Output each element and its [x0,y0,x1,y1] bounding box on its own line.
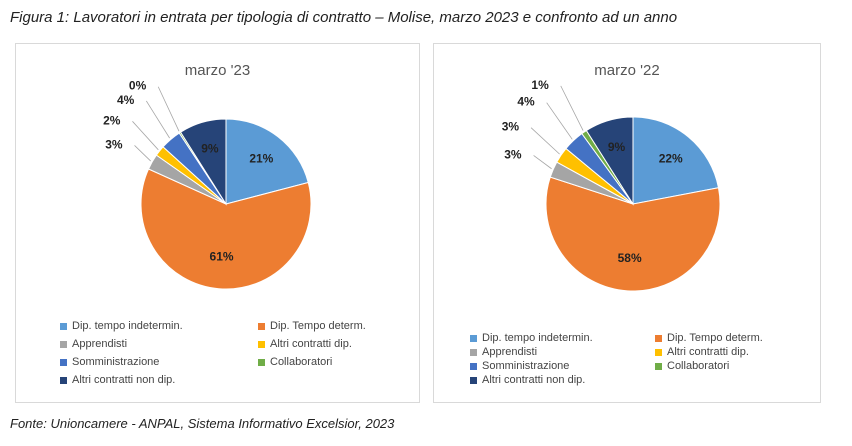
legend-label: Dip. Tempo determ. [667,332,763,344]
legend-label: Dip. Tempo determ. [270,320,366,332]
data-label-altri-contratti-dip: 3% [502,120,520,134]
data-label-dip-tempo-determ: 61% [210,250,234,264]
data-label-somministrazione: 4% [517,95,535,109]
legend-item-apprendisti: Apprendisti [470,346,537,358]
legend-label: Altri contratti non dip. [482,374,586,386]
legend-swatch [258,340,265,348]
figure-title: Figura 1: Lavoratori in entrata per tipo… [10,9,678,26]
legend-label: Collaboratori [667,360,730,372]
pie-slice-altri-contratti-non-dip [179,118,227,206]
leader-line-altri-contratti-dip [132,121,159,151]
legend-item-altri-contratti-dip: Altri contratti dip. [655,346,749,358]
leader-line-apprendisti [134,145,151,162]
leader-line-altri-contratti-dip [530,127,560,155]
legend-swatch [60,358,67,366]
leader-line-apprendisti [533,155,552,170]
data-label-dip-tempo-determ: 58% [618,251,642,265]
data-label-altri-contratti-non-dip: 9% [201,141,219,155]
chart-legend: Dip. tempo indetermin. Dip. Tempo determ.… [470,332,810,396]
legend-swatch [258,322,265,330]
data-label-altri-contratti-dip: 2% [103,113,121,127]
chart-panel-marzo-23: marzo '23 21% 61% 3% 2% 4% 0% 9% Dip. tempo in… [15,43,420,403]
legend-swatch [470,362,477,370]
legend-swatch [470,348,477,356]
legend-swatch [470,334,477,342]
pie-slice-dip-tempo-determ [140,168,312,290]
chart-panel-marzo-22: marzo '22 22% 58% 3% 3% 4% 1% 9% Dip. tempo in… [433,43,821,403]
pie-slice-dip-tempo-determ [545,176,721,292]
chart-legend: Dip. tempo indetermin. Dip. Tempo determ.… [60,320,400,392]
legend-item-dip-tempo-indetermin: Dip. tempo indetermin. [470,332,593,344]
pie-slice-altri-contratti-non-dip [585,116,634,206]
data-label-collaboratori: 0% [129,79,147,93]
legend-label: Somministrazione [482,360,570,372]
leader-line-somministrazione [145,100,170,139]
figure-source: Fonte: Unioncamere - ANPAL, Sistema Info… [10,416,395,431]
legend-label: Altri contratti dip. [667,346,749,358]
pie-chart-marzo-23: 21% 61% 3% 2% 4%0% 9% [103,79,312,290]
chart-title: marzo '23 [184,62,251,79]
data-label-apprendisti: 3% [105,137,123,151]
legend-swatch [258,358,265,366]
legend-item-collaboratori: Collaboratori [655,360,729,372]
pie-chart-marzo-22: 22% 58% 3% 3% 4% 1% 9% [502,78,721,292]
legend-label: Dip. tempo indetermin. [482,332,593,344]
legend-item-altri-contratti-dip: Altri contratti dip. [258,338,352,350]
chart-title: marzo '22 [594,62,660,79]
data-label-apprendisti: 3% [504,147,522,161]
legend-item-somministrazione: Somministrazione [60,356,159,368]
legend-item-dip-tempo-determ: Dip. Tempo determ. [655,332,763,344]
legend-label: Apprendisti [72,338,128,350]
legend-swatch [470,376,477,384]
data-label-collaboratori: 1% [531,78,549,92]
leader-line-collaboratori [157,86,180,132]
legend-item-altri-contratti-non-dip: Altri contratti non dip. [60,374,175,386]
legend-label: Collaboratori [270,356,333,368]
legend-item-dip-tempo-indetermin: Dip. tempo indetermin. [60,320,183,332]
legend-label: Altri contratti non dip. [72,374,176,386]
pie-slice-dip-tempo-indetermin [632,116,720,205]
data-label-dip-tempo-indetermin: 21% [249,151,273,165]
legend-label: Altri contratti dip. [270,338,352,350]
legend-label: Dip. tempo indetermin. [72,320,183,332]
legend-item-altri-contratti-non-dip: Altri contratti non dip. [470,374,585,386]
legend-swatch [655,334,662,342]
legend-item-somministrazione: Somministrazione [470,360,569,372]
legend-swatch [60,376,67,384]
leader-line-collaboratori [560,85,584,131]
legend-swatch [60,340,67,348]
data-label-altri-contratti-non-dip: 9% [608,140,626,154]
legend-swatch [655,348,662,356]
legend-swatch [60,322,67,330]
legend-item-dip-tempo-determ: Dip. Tempo determ. [258,320,366,332]
data-label-dip-tempo-indetermin: 22% [659,151,683,165]
legend-item-apprendisti: Apprendisti [60,338,127,350]
legend-label: Somministrazione [72,356,160,368]
leader-line-somministrazione [546,102,573,140]
data-label-somministrazione: 4% [117,93,135,107]
legend-label: Apprendisti [482,346,538,358]
legend-swatch [655,362,662,370]
legend-item-collaboratori: Collaboratori [258,356,332,368]
pie-slice-dip-tempo-indetermin [225,118,309,205]
